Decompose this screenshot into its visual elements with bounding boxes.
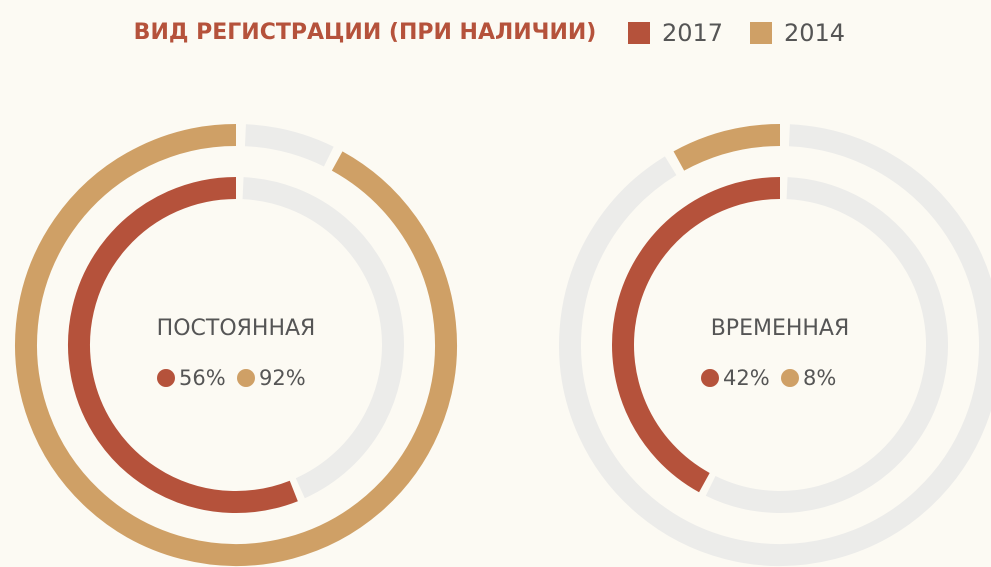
value-dot	[781, 369, 799, 387]
category-label: ПОСТОЯННАЯ	[157, 316, 316, 341]
legend-swatch	[628, 22, 650, 44]
value-label: 8%	[803, 366, 836, 390]
value-label: 92%	[259, 366, 306, 390]
value-label: 42%	[723, 366, 770, 390]
legend-label: 2017	[662, 19, 723, 47]
legend-label: 2014	[784, 19, 845, 47]
track	[242, 177, 404, 499]
value-dot	[237, 369, 255, 387]
category-label: ВРЕМЕННАЯ	[711, 316, 850, 341]
value-dot	[157, 369, 175, 387]
arc	[68, 177, 298, 513]
legend-swatch	[750, 22, 772, 44]
value-dot	[701, 369, 719, 387]
track	[559, 124, 991, 566]
arc	[612, 177, 781, 493]
track	[244, 124, 334, 167]
track	[705, 177, 948, 513]
arc	[673, 124, 781, 171]
value-label: 56%	[179, 366, 226, 390]
chart-title: ВИД РЕГИСТРАЦИИ (ПРИ НАЛИЧИИ)	[134, 20, 597, 45]
arc	[15, 124, 457, 566]
